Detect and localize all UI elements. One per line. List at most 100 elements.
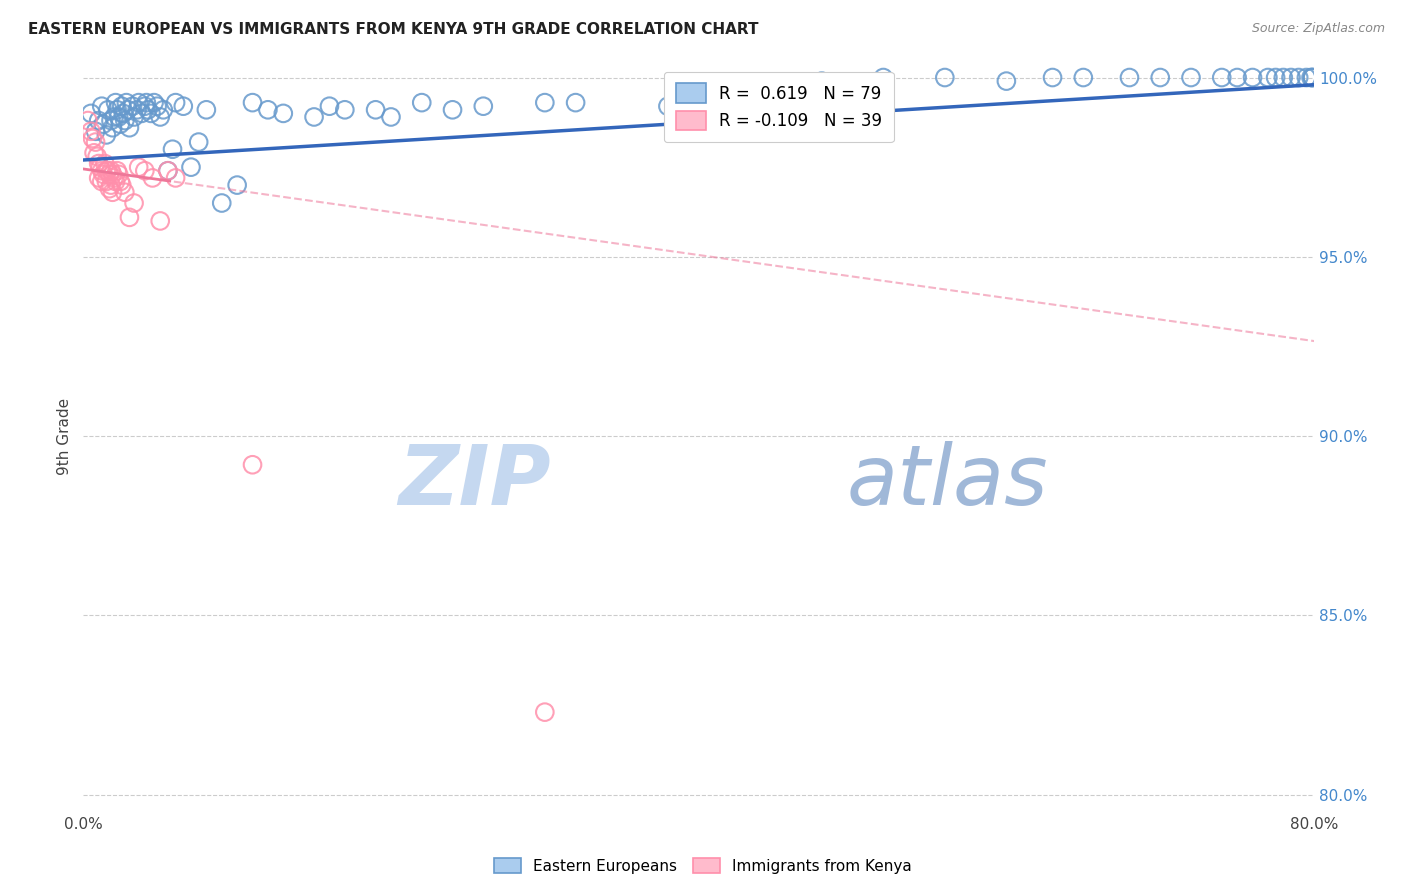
Point	[411, 95, 433, 110]
Point	[101, 120, 124, 135]
Point	[84, 124, 107, 138]
Point	[91, 167, 114, 181]
Point	[139, 106, 162, 120]
Point	[97, 163, 120, 178]
Point	[101, 167, 124, 181]
Point	[121, 99, 143, 113]
Y-axis label: 9th Grade: 9th Grade	[58, 398, 72, 475]
Point	[107, 167, 129, 181]
Point	[765, 81, 787, 95]
Point	[1272, 70, 1295, 85]
Point	[718, 92, 741, 106]
Point	[156, 163, 179, 178]
Point	[1042, 70, 1064, 85]
Point	[810, 74, 832, 88]
Point	[105, 163, 128, 178]
Point	[118, 211, 141, 225]
Point	[318, 99, 340, 113]
Point	[91, 117, 114, 131]
Point	[127, 103, 149, 117]
Point	[1257, 70, 1279, 85]
Point	[302, 110, 325, 124]
Point	[534, 95, 557, 110]
Point	[115, 95, 138, 110]
Text: EASTERN EUROPEAN VS IMMIGRANTS FROM KENYA 9TH GRADE CORRELATION CHART: EASTERN EUROPEAN VS IMMIGRANTS FROM KENY…	[28, 22, 759, 37]
Point	[136, 103, 159, 117]
Point	[114, 186, 136, 200]
Point	[122, 110, 145, 124]
Point	[77, 113, 100, 128]
Point	[114, 113, 136, 128]
Point	[111, 99, 134, 113]
Point	[1279, 70, 1302, 85]
Point	[98, 167, 121, 181]
Point	[872, 70, 894, 85]
Point	[103, 110, 125, 124]
Point	[564, 95, 586, 110]
Point	[100, 163, 122, 178]
Point	[226, 178, 249, 192]
Point	[104, 174, 127, 188]
Point	[1211, 70, 1233, 85]
Text: Source: ZipAtlas.com: Source: ZipAtlas.com	[1251, 22, 1385, 36]
Point	[1299, 70, 1322, 85]
Legend: Eastern Europeans, Immigrants from Kenya: Eastern Europeans, Immigrants from Kenya	[488, 852, 918, 880]
Point	[135, 95, 157, 110]
Point	[100, 113, 122, 128]
Point	[1241, 70, 1264, 85]
Point	[1149, 70, 1171, 85]
Point	[98, 182, 121, 196]
Point	[128, 160, 150, 174]
Point	[94, 156, 117, 170]
Point	[1118, 70, 1140, 85]
Point	[90, 99, 112, 113]
Point	[149, 214, 172, 228]
Point	[122, 196, 145, 211]
Point	[242, 95, 264, 110]
Point	[165, 95, 187, 110]
Point	[104, 95, 127, 110]
Point	[110, 117, 132, 131]
Point	[134, 99, 156, 113]
Point	[110, 174, 132, 188]
Point	[80, 106, 103, 120]
Point	[103, 170, 125, 185]
Point	[333, 103, 356, 117]
Text: ZIP: ZIP	[398, 441, 551, 522]
Point	[1302, 70, 1324, 85]
Point	[118, 120, 141, 135]
Point	[1264, 70, 1286, 85]
Point	[100, 178, 122, 192]
Point	[534, 705, 557, 719]
Point	[1226, 70, 1249, 85]
Point	[1071, 70, 1094, 85]
Point	[657, 99, 679, 113]
Point	[90, 174, 112, 188]
Point	[131, 106, 153, 120]
Point	[1302, 70, 1324, 85]
Point	[86, 149, 108, 163]
Point	[87, 156, 110, 170]
Point	[141, 170, 163, 185]
Point	[87, 113, 110, 128]
Point	[80, 124, 103, 138]
Point	[1288, 70, 1310, 85]
Point	[96, 128, 118, 142]
Point	[995, 74, 1018, 88]
Point	[472, 99, 495, 113]
Point	[211, 196, 233, 211]
Point	[107, 110, 129, 124]
Point	[187, 135, 209, 149]
Point	[257, 103, 280, 117]
Point	[89, 160, 111, 174]
Point	[82, 131, 104, 145]
Point	[165, 170, 187, 185]
Point	[364, 103, 387, 117]
Point	[271, 106, 294, 120]
Legend: R =  0.619   N = 79, R = -0.109   N = 39: R = 0.619 N = 79, R = -0.109 N = 39	[664, 71, 894, 142]
Text: atlas: atlas	[846, 441, 1047, 522]
Point	[1180, 70, 1202, 85]
Point	[195, 103, 218, 117]
Point	[105, 103, 128, 117]
Point	[180, 160, 202, 174]
